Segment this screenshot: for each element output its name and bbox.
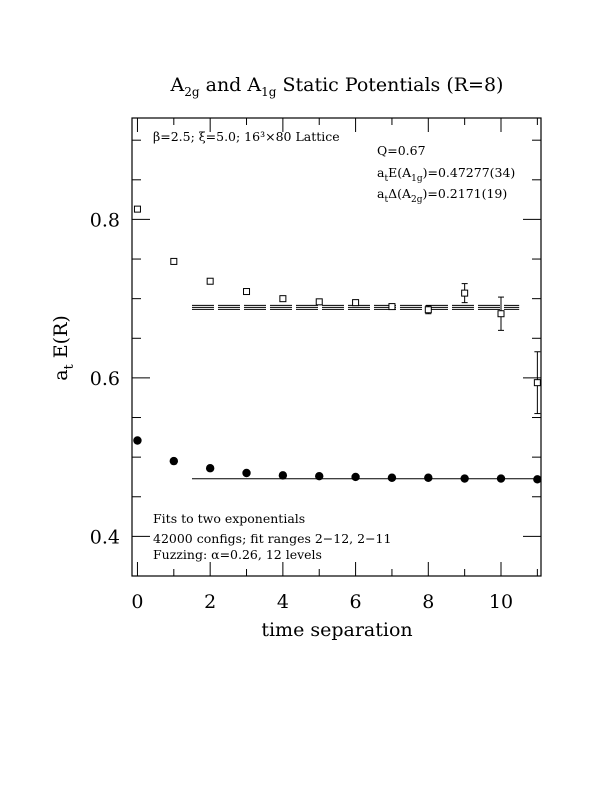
series-a1g-points bbox=[133, 436, 542, 484]
data-point-circle bbox=[460, 474, 469, 483]
chart-title: A2g and A1g Static Potentials (R=8) bbox=[170, 74, 504, 99]
data-point-square bbox=[461, 289, 469, 297]
data-point-circle bbox=[169, 456, 179, 466]
x-tick-label: 8 bbox=[422, 591, 434, 613]
plot-frame bbox=[131, 117, 542, 577]
data-point-circle bbox=[424, 473, 433, 482]
annotation-energy-a1g: atE(A1g)=0.47277(34) bbox=[377, 165, 515, 184]
series-a2g-points bbox=[133, 205, 541, 415]
x-axis-label: time separation bbox=[261, 619, 412, 641]
annotation-gap-a2g: atΔ(A2g)=0.2171(19) bbox=[377, 186, 507, 205]
annotation-fits: Fits to two exponentials bbox=[153, 511, 305, 526]
annotation-configs: 42000 configs; fit ranges 2−12, 2−11 bbox=[153, 531, 391, 546]
data-point-circle bbox=[533, 475, 542, 484]
data-point-square bbox=[243, 288, 251, 296]
x-tick-label: 2 bbox=[204, 591, 216, 613]
data-point-square bbox=[533, 379, 541, 387]
x-tick-label: 0 bbox=[131, 591, 143, 613]
data-point-circle bbox=[205, 464, 215, 473]
y-tick-label: 0.8 bbox=[90, 209, 120, 231]
y-axis-label: at E(R) bbox=[50, 315, 77, 381]
data-point-square bbox=[315, 298, 323, 306]
data-point-square bbox=[352, 299, 360, 307]
data-point-square bbox=[388, 303, 396, 311]
data-point-circle bbox=[133, 436, 142, 445]
y-tick-labels: 0.4 0.6 0.8 bbox=[90, 209, 120, 548]
annotation-q: Q=0.67 bbox=[377, 143, 426, 158]
x-tick-label: 4 bbox=[277, 591, 289, 613]
data-point-circle bbox=[242, 468, 251, 478]
data-point-square bbox=[170, 257, 178, 265]
data-point-square bbox=[133, 205, 141, 213]
x-tick-label: 10 bbox=[489, 591, 513, 613]
data-point-square bbox=[424, 306, 432, 314]
fit-lines bbox=[191, 304, 538, 480]
data-point-square bbox=[497, 310, 505, 318]
data-point-square bbox=[279, 295, 287, 303]
y-tick-label: 0.4 bbox=[90, 526, 120, 548]
data-point-circle bbox=[315, 471, 324, 481]
annotation-fuzzing: Fuzzing: α=0.26, 12 levels bbox=[153, 547, 322, 562]
x-tick-label: 6 bbox=[350, 591, 362, 613]
y-tick-label: 0.6 bbox=[90, 368, 120, 390]
x-tick-labels: 0 2 4 6 8 10 bbox=[131, 591, 513, 613]
axis-ticks bbox=[132, 118, 541, 577]
data-point-circle bbox=[387, 473, 397, 482]
data-point-circle bbox=[351, 472, 360, 482]
data-point-circle bbox=[278, 471, 288, 480]
annotation-lattice: β=2.5; ξ=5.0; 16³×80 Lattice bbox=[153, 129, 340, 144]
data-point-square bbox=[206, 277, 214, 285]
data-point-circle bbox=[496, 474, 506, 483]
